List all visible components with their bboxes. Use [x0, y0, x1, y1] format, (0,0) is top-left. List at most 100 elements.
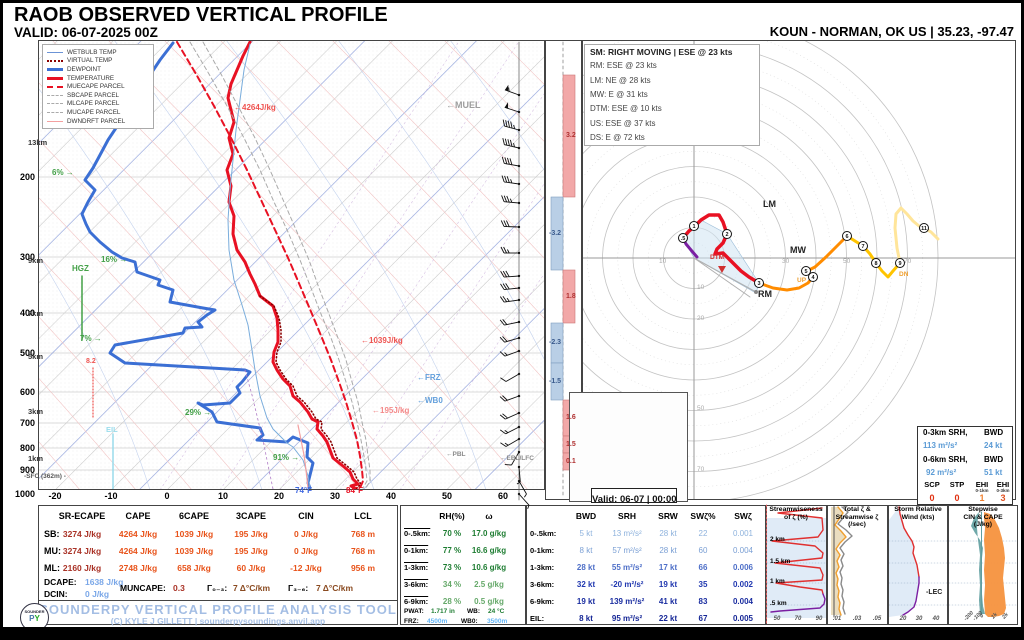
label: BWD	[984, 455, 1004, 464]
panel-xtick: .01	[832, 616, 842, 622]
hodograph-label: 70	[697, 466, 705, 473]
hodograph-label: 10	[697, 284, 705, 291]
skewt-annotation: -SFC (362m) -	[24, 473, 66, 480]
label: 34 %	[442, 580, 462, 589]
kinematics-value: 19 kt	[576, 597, 596, 606]
thermo-value: 60 J/kg	[236, 563, 266, 573]
legend-line-sample	[47, 67, 63, 71]
kinematics-value: 83	[698, 597, 708, 606]
kinematics-value: 35	[698, 580, 708, 589]
legend-item: WETBULB TEMP	[47, 48, 149, 57]
kinematics-row-label: 0-1km:	[530, 546, 555, 555]
skewt-annotation: 16% →	[101, 255, 128, 264]
kinematics-header: SWζ	[734, 511, 752, 521]
panel-vorticity	[827, 505, 888, 625]
thermo-value: 4264 J/kg	[118, 529, 158, 539]
legend-label: MUCAPE PARCEL	[67, 108, 121, 116]
panel-title: of ζ (%)	[784, 513, 808, 521]
skewt-annotation: 74°F	[295, 486, 312, 495]
moisture-table-box	[400, 505, 526, 625]
thermo-header: 6CAPE	[178, 511, 210, 521]
index-sub: 0-3km	[996, 488, 1010, 493]
hodograph-label: MW	[790, 245, 806, 255]
kinematics-value: 66	[698, 563, 708, 572]
panel-title: Streamwise ζ	[835, 513, 879, 521]
map-valid-box: Valid: 06-07 | 00:00	[591, 488, 677, 505]
advection-value: 1.6	[566, 414, 576, 421]
legend-item: MLCAPE PARCEL	[47, 100, 149, 109]
legend-item: SBCAPE PARCEL	[47, 91, 149, 100]
panel-xtick: 40	[932, 616, 940, 622]
temp-tick: 50	[441, 491, 453, 501]
height-label: 7km	[28, 309, 44, 318]
legend-item: MUCAPE PARCEL	[47, 108, 149, 117]
legend-label: DWNDRFT PARCEL	[67, 117, 126, 125]
kinematics-row-label: 0-.5km:	[530, 529, 557, 538]
pressure-tick: 600	[19, 387, 35, 397]
advection-value: 1.5	[566, 440, 576, 448]
kinematics-value: 0.005	[732, 614, 754, 623]
legend-label: TEMPERATURE	[67, 74, 115, 82]
storm-motion-line: DTM: ESE @ 10 kts	[590, 104, 662, 114]
temp-tick: -20	[48, 491, 62, 501]
temp-tick: 40	[385, 491, 397, 501]
kinematics-value: 13 m²/s²	[612, 529, 642, 538]
hodograph-label: 70	[904, 258, 912, 265]
thermo-value: 956 m	[350, 563, 376, 573]
legend-line-sample	[47, 111, 63, 113]
index-header: EHI	[996, 480, 1010, 489]
skewt-annotation: EIL	[106, 425, 118, 434]
label: 0-3km SRH,	[923, 428, 968, 437]
thermo-header: SR-ECAPE	[58, 511, 106, 521]
legend-item: TEMPERATURE	[47, 74, 149, 83]
panel-height-label: 1 km	[770, 578, 785, 585]
label: 4500m	[427, 617, 448, 625]
legend-item: DWNDRFT PARCEL	[47, 117, 149, 126]
label: FRZ:	[404, 617, 419, 625]
label: 51 kt	[984, 468, 1003, 477]
label: 0.3	[173, 583, 185, 593]
skewt-annotation: 6% →	[52, 168, 74, 177]
legend-line-sample	[47, 103, 63, 105]
label: Γ₀₋₃:	[207, 583, 228, 593]
label: 16.6 g/kg	[471, 546, 507, 555]
label: MUNCAPE:	[120, 583, 166, 593]
legend-label: SBCAPE PARCEL	[67, 91, 120, 99]
advection-value: 3.2	[566, 132, 576, 139]
kinematics-value: 0.004	[732, 546, 754, 555]
legend-line-sample	[47, 51, 63, 53]
label: ω	[485, 511, 493, 521]
label: 0 J/kg	[85, 589, 110, 599]
panel-xtick: 20	[899, 616, 907, 622]
label: 70 %	[442, 529, 462, 538]
panel-height-label: .5 km	[770, 600, 787, 607]
legend-line-sample	[47, 94, 63, 96]
kinematics-value: 0.001	[732, 529, 754, 538]
kinematics-table-box	[526, 505, 766, 625]
moisture-row-label: 0-1km:	[404, 546, 429, 555]
legend-label: WETBULB TEMP	[67, 48, 117, 56]
kinematics-value: 19 kt	[658, 580, 678, 589]
skewt-annotation: 84°F	[346, 486, 363, 495]
legend-line-sample	[47, 85, 63, 88]
advection-value: -2.3	[549, 339, 562, 346]
hodograph-label: 50	[843, 258, 851, 265]
pressure-tick: 500	[19, 348, 35, 358]
kinematics-row-label: 1-3km:	[530, 563, 555, 572]
hodograph-label: 20	[697, 315, 705, 322]
temp-tick: 0	[164, 491, 170, 501]
label: 1.717 in	[431, 608, 455, 615]
kinematics-header: SWζ%	[690, 511, 716, 521]
legend-item: MUECAPE PARCEL	[47, 82, 149, 91]
kinematics-value: 8 kt	[579, 614, 593, 623]
thermo-header: 3CAPE	[235, 511, 267, 521]
storm-motion-line: DS: E @ 72 kts	[590, 132, 645, 142]
thermo-value: 2748 J/kg	[118, 563, 158, 573]
hodograph-label: 30	[782, 258, 790, 265]
label: DCAPE:	[44, 577, 77, 587]
thermo-value: 768 m	[350, 546, 376, 556]
skewt-annotation: ←195J/kg	[372, 406, 410, 415]
map-inset	[569, 392, 688, 502]
label: 7 Δ°C/km	[233, 583, 271, 593]
